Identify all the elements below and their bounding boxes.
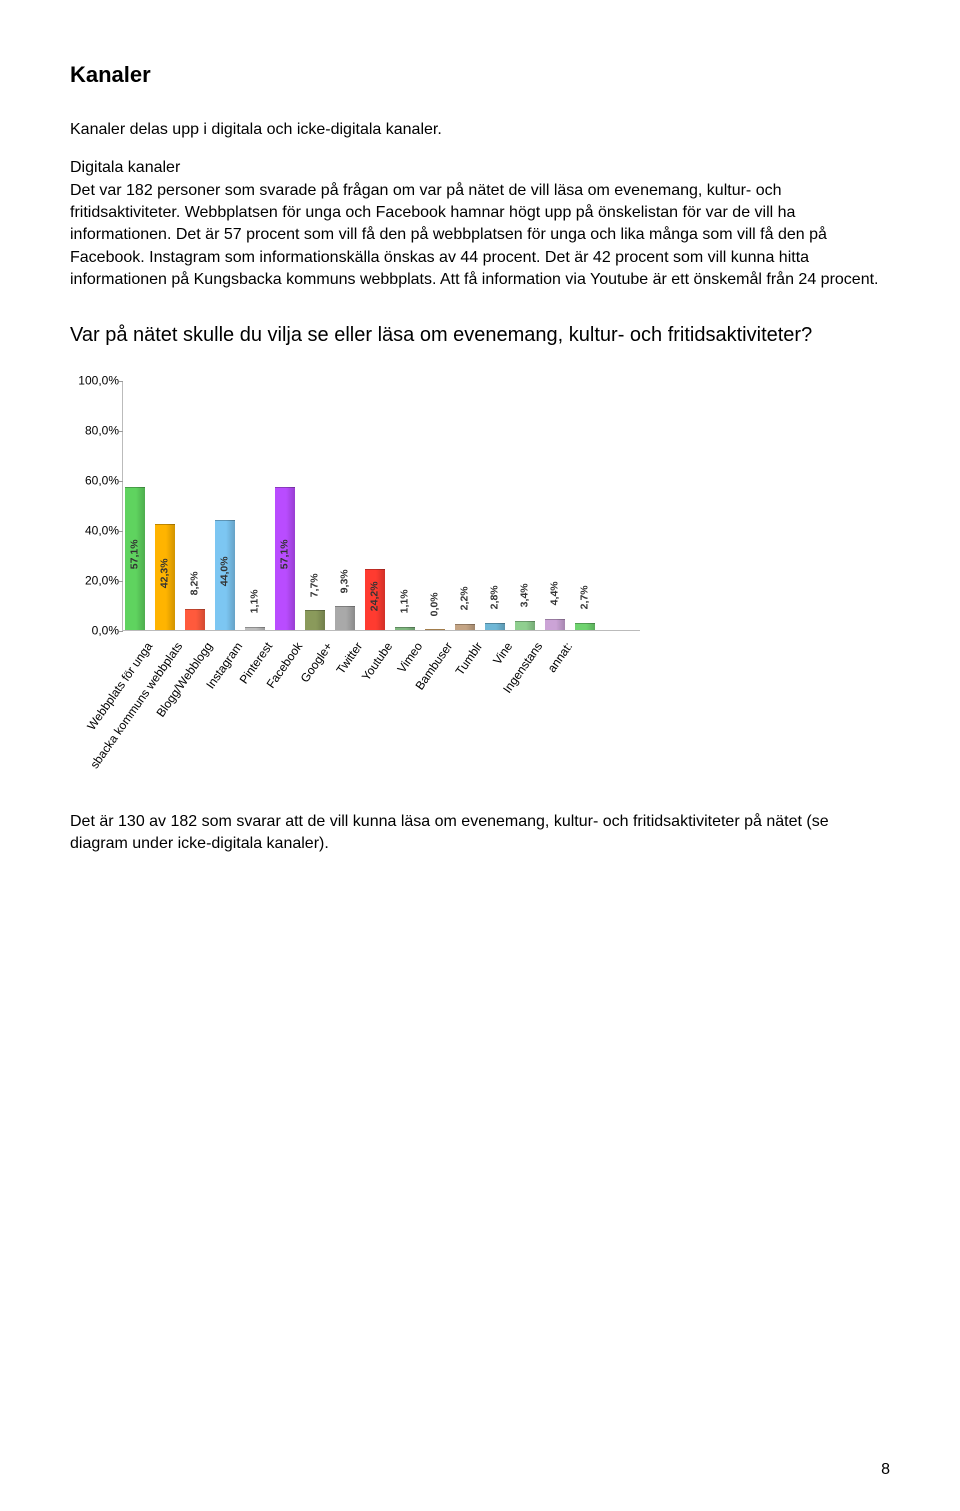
chart-bar: 8,2% (185, 609, 205, 630)
y-axis-tick-label: 80,0% (71, 422, 119, 439)
y-axis-tick-mark (119, 481, 123, 482)
y-axis-tick-mark (119, 381, 123, 382)
chart-bar-value-label: 4,4% (548, 581, 563, 605)
y-axis-tick-mark (119, 531, 123, 532)
chart-bar-value-label: 57,1% (128, 540, 143, 570)
x-axis-category-label: Youtube (358, 639, 397, 684)
chart-bar: 2,2% (455, 624, 475, 630)
chart-bar-value-label: 42,3% (158, 558, 173, 588)
chart-bar: 1,1% (395, 627, 415, 630)
chart-bar: 1,1% (245, 627, 265, 630)
chart-bar: 4,4% (545, 619, 565, 630)
x-axis-category-label: annat: (544, 639, 577, 676)
y-axis-tick-label: 0,0% (71, 622, 119, 639)
chart-bar: 2,7% (575, 623, 595, 630)
chart-bar-value-label: 1,1% (398, 589, 413, 613)
chart-bar-value-label: 9,3% (338, 569, 353, 593)
survey-question: Var på nätet skulle du vilja se eller lä… (70, 322, 890, 349)
x-axis-category-label: Tumblr (452, 639, 487, 679)
chart-bar-value-label: 2,2% (458, 587, 473, 611)
chart-bar-value-label: 3,4% (518, 584, 533, 608)
bar-chart: 0,0%20,0%40,0%60,0%80,0%100,0%57,1%Webbp… (70, 381, 640, 631)
digital-channels-paragraph: Digitala kanaler Det var 182 personer so… (70, 157, 890, 291)
page-heading: Kanaler (70, 60, 890, 91)
chart-bar-value-label: 7,7% (308, 573, 323, 597)
chart-bar: 44,0% (215, 520, 235, 630)
page-number: 8 (881, 1459, 890, 1481)
y-axis-tick-label: 100,0% (71, 372, 119, 389)
chart-bar-value-label: 57,1% (278, 540, 293, 570)
para1-lead: Digitala kanaler (70, 159, 180, 176)
x-axis-category-label: Vine (489, 639, 516, 668)
chart-bar-value-label: 1,1% (248, 589, 263, 613)
para1-body: Det var 182 personer som svarade på fråg… (70, 182, 878, 289)
y-axis-tick-mark (119, 581, 123, 582)
chart-bar: 9,3% (335, 606, 355, 629)
y-axis-tick-mark (119, 431, 123, 432)
chart-bar: 2,8% (485, 623, 505, 630)
chart-bar-value-label: 44,0% (218, 556, 233, 586)
chart-bar: 57,1% (125, 487, 145, 630)
chart-bar-value-label: 2,7% (578, 585, 593, 609)
intro-paragraph: Kanaler delas upp i digitala och icke-di… (70, 119, 890, 141)
chart-bar-value-label: 0,0% (428, 592, 443, 616)
chart-bar: 0,0% (425, 629, 445, 630)
chart-bar: 24,2% (365, 569, 385, 630)
y-axis-tick-label: 60,0% (71, 472, 119, 489)
y-axis-tick-label: 40,0% (71, 522, 119, 539)
chart-bar-value-label: 8,2% (188, 572, 203, 596)
y-axis-tick-mark (119, 631, 123, 632)
chart-bar: 42,3% (155, 524, 175, 630)
chart-bar: 3,4% (515, 621, 535, 630)
y-axis-tick-label: 20,0% (71, 572, 119, 589)
chart-plot-area: 0,0%20,0%40,0%60,0%80,0%100,0%57,1%Webbp… (122, 381, 640, 631)
chart-bar: 7,7% (305, 610, 325, 629)
chart-bar: 57,1% (275, 487, 295, 630)
chart-bar-value-label: 24,2% (368, 581, 383, 611)
chart-bar-value-label: 2,8% (488, 585, 503, 609)
closing-paragraph: Det är 130 av 182 som svarar att de vill… (70, 811, 890, 856)
